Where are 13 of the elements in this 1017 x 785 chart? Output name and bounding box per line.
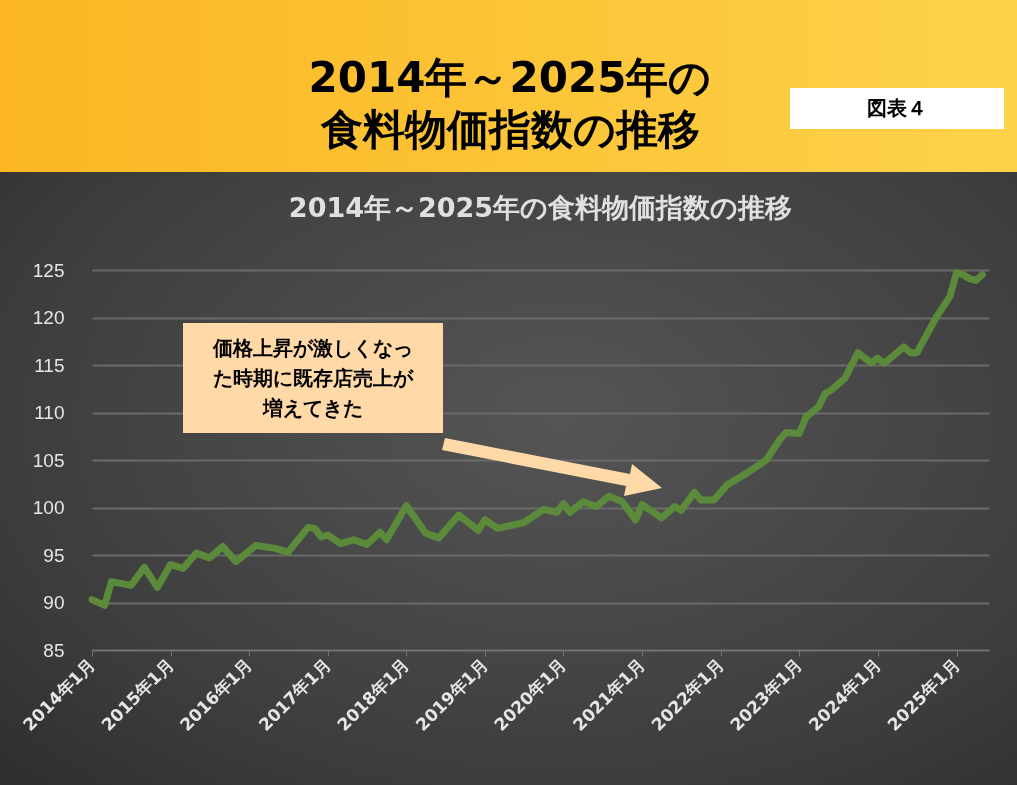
y-tick-label: 95	[43, 544, 65, 566]
y-tick-label: 125	[32, 259, 65, 281]
y-tick-label: 85	[43, 639, 65, 661]
y-tick-label: 90	[43, 592, 65, 613]
y-tick-label: 105	[32, 449, 65, 471]
chart-subtitle: 2014年～2025年の食料物価指数の推移	[288, 192, 793, 223]
chart-title: 2014年～2025年の食料物価指数の推移	[307, 52, 713, 156]
y-tick-label: 120	[32, 307, 65, 328]
text: 図表４	[790, 88, 1004, 129]
y-tick-label: 110	[34, 402, 65, 423]
y-tick-label: 115	[34, 354, 65, 376]
annotation: 価格上昇が激しくなった時期に既存店売上が増えてきた	[183, 323, 443, 433]
y-tick-label: 100	[32, 497, 65, 518]
